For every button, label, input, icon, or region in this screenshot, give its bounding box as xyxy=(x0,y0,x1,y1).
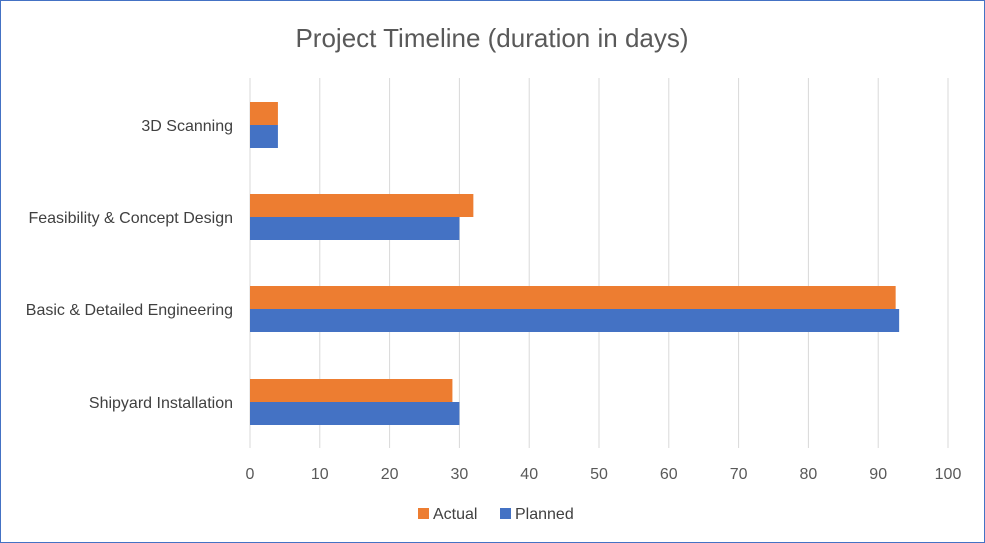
x-tick-label: 80 xyxy=(800,466,818,483)
category-label: Feasibility & Concept Design xyxy=(28,210,233,227)
x-tick-label: 90 xyxy=(869,466,887,483)
bar-actual xyxy=(250,379,453,402)
bar-planned xyxy=(250,217,460,240)
x-tick-label: 20 xyxy=(381,466,399,483)
bar-planned xyxy=(250,402,460,425)
x-tick-label: 100 xyxy=(935,466,962,483)
legend-swatch-actual xyxy=(418,508,429,519)
legend-label-planned: Planned xyxy=(515,506,574,523)
chart-title: Project Timeline (duration in days) xyxy=(295,23,688,53)
x-tick-label: 50 xyxy=(590,466,608,483)
category-label: 3D Scanning xyxy=(141,118,233,135)
x-tick-label: 70 xyxy=(730,466,748,483)
bar-planned xyxy=(250,309,900,332)
x-tick-label: 0 xyxy=(246,466,255,483)
bar-planned xyxy=(250,125,278,148)
bar-actual xyxy=(250,286,896,309)
bars xyxy=(250,102,900,425)
legend: Actual Planned xyxy=(418,506,574,523)
legend-swatch-planned xyxy=(500,508,511,519)
legend-label-actual: Actual xyxy=(433,506,477,523)
category-label: Basic & Detailed Engineering xyxy=(26,302,233,319)
x-tick-label: 40 xyxy=(520,466,538,483)
bar-actual xyxy=(250,102,278,125)
x-tick-labels: 0 10 20 30 40 50 60 70 80 90 100 xyxy=(246,466,962,483)
x-tick-label: 60 xyxy=(660,466,678,483)
bar-actual xyxy=(250,194,474,217)
x-tick-label: 10 xyxy=(311,466,329,483)
x-tick-label: 30 xyxy=(451,466,469,483)
category-labels: 3D Scanning Feasibility & Concept Design B… xyxy=(26,118,233,412)
category-label: Shipyard Installation xyxy=(89,395,233,412)
